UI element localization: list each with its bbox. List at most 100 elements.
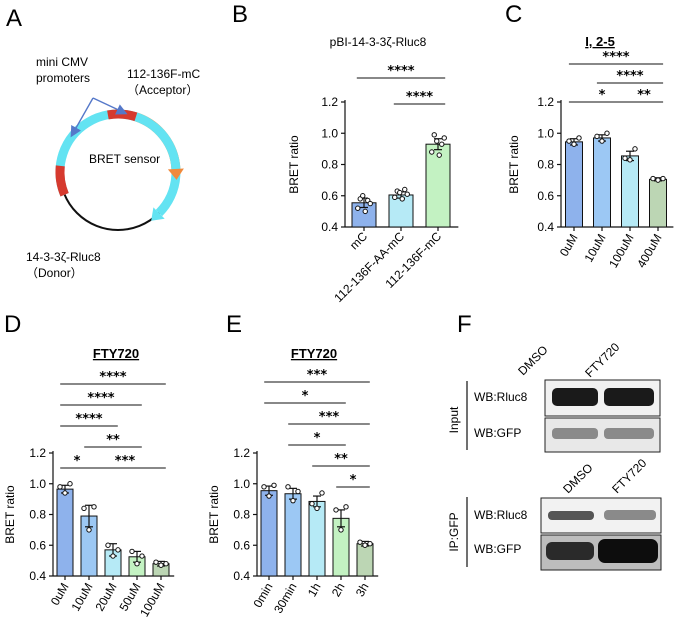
promoter-label-line1: mini CMV bbox=[36, 55, 88, 69]
data-point bbox=[355, 205, 361, 211]
data-point bbox=[360, 193, 366, 199]
data-point bbox=[115, 547, 121, 553]
data-point bbox=[392, 194, 398, 201]
y-tick-label: 0.8 bbox=[537, 158, 554, 172]
data-point bbox=[362, 542, 368, 548]
acceptor-arrowhead bbox=[167, 168, 184, 180]
panel-letter-c: C bbox=[505, 1, 522, 28]
data-point bbox=[604, 130, 610, 136]
significance-label: **** bbox=[387, 64, 414, 79]
chart-title-e: FTY720 bbox=[291, 346, 337, 361]
band-ip-rluc8-dmso bbox=[548, 511, 594, 520]
data-point bbox=[81, 505, 87, 512]
x-tick-label: 0min bbox=[250, 581, 275, 611]
data-point bbox=[134, 561, 140, 567]
data-point bbox=[655, 177, 661, 183]
data-point bbox=[290, 497, 296, 504]
data-point bbox=[599, 138, 605, 144]
significance-label: **** bbox=[99, 370, 126, 385]
data-point bbox=[67, 481, 73, 487]
promoter-1 bbox=[107, 109, 138, 122]
data-point bbox=[314, 505, 320, 512]
data-point bbox=[338, 527, 344, 533]
data-point bbox=[397, 189, 403, 196]
y-tick-label: 0.6 bbox=[29, 538, 46, 552]
lane-label-fty720-top: FTY720 bbox=[582, 340, 622, 380]
y-tick-label: 1.2 bbox=[233, 446, 250, 460]
ip-row-gfp: WB:GFP bbox=[474, 542, 521, 556]
significance-label: **** bbox=[87, 391, 114, 406]
plasmid-diagram: mini CMV promoters 112-136F-mC （Acceptor… bbox=[26, 55, 200, 280]
data-point bbox=[441, 135, 447, 141]
donor-label-line1: 14-3-3ζ-Rluc8 bbox=[26, 250, 101, 264]
data-point bbox=[399, 196, 405, 202]
input-group-label: Input bbox=[447, 406, 461, 433]
data-point bbox=[105, 542, 111, 548]
significance-label: *** bbox=[319, 410, 340, 425]
bar-0uM bbox=[56, 488, 74, 577]
bar-100uM bbox=[621, 155, 639, 228]
bar-0uM bbox=[565, 141, 583, 228]
chart-title-b: pBI-14-3-3ζ-Rluc8 bbox=[330, 35, 427, 49]
data-point bbox=[271, 482, 277, 488]
data-point bbox=[439, 141, 445, 147]
chart-b: pBI-14-3-3ζ-Rluc8 0.4 0.6 0.8 1.0 1.2 BRET rat… bbox=[287, 35, 459, 305]
promoter-pointer-2 bbox=[70, 97, 94, 138]
y-axis-label: BRET ratio bbox=[507, 135, 521, 194]
y-tick-label: 1.2 bbox=[537, 95, 554, 109]
data-point bbox=[319, 490, 325, 496]
data-point bbox=[402, 186, 408, 193]
significance-label: * bbox=[314, 431, 321, 446]
bar-0min bbox=[260, 490, 278, 577]
bar-30min bbox=[284, 493, 302, 577]
data-point bbox=[434, 138, 440, 144]
input-row-gfp: WB:GFP bbox=[474, 426, 521, 440]
data-point bbox=[357, 539, 363, 545]
data-point bbox=[367, 541, 373, 547]
panel-letter-a: A bbox=[6, 5, 22, 32]
data-point bbox=[86, 527, 92, 533]
y-tick-label: 0.4 bbox=[29, 569, 46, 583]
data-point bbox=[404, 191, 410, 197]
chart-d: FTY720 0.4 0.6 0.8 1.0 1.2 BRET ratio 0uM10uM20… bbox=[3, 346, 175, 620]
x-tick-label: mC bbox=[347, 229, 370, 252]
x-tick-label: 100uM bbox=[137, 581, 167, 620]
chart-title-d: FTY720 bbox=[93, 346, 139, 361]
bar-10uM bbox=[593, 137, 611, 228]
data-point bbox=[62, 490, 68, 496]
y-tick-label: 1.0 bbox=[537, 126, 554, 140]
significance-label: **** bbox=[602, 50, 629, 65]
data-point bbox=[632, 146, 638, 152]
input-row-rluc8: WB:Rluc8 bbox=[474, 390, 528, 404]
y-tick-label: 1.0 bbox=[29, 477, 46, 491]
significance-label: **** bbox=[406, 90, 433, 105]
band-input-rluc8-fty bbox=[604, 388, 654, 406]
x-tick-label: 20uM bbox=[92, 581, 119, 614]
y-tick-label: 1.0 bbox=[233, 477, 250, 491]
y-tick-label: 0.4 bbox=[321, 220, 338, 234]
data-point bbox=[343, 504, 349, 510]
significance-label: *** bbox=[307, 368, 328, 383]
data-point bbox=[153, 559, 159, 565]
acceptor-label-line1: 112-136F-mC bbox=[127, 67, 200, 81]
data-point bbox=[362, 208, 368, 215]
data-point bbox=[436, 152, 442, 158]
x-tick-label: 10uM bbox=[581, 232, 608, 265]
panel-letter-f: F bbox=[457, 311, 472, 338]
panel-letter-b: B bbox=[232, 1, 248, 28]
bar-3h bbox=[356, 543, 374, 577]
data-point bbox=[660, 175, 666, 182]
donor-label-line2: （Donor） bbox=[26, 266, 83, 280]
x-tick-label: 100uM bbox=[606, 232, 636, 271]
data-point bbox=[91, 504, 97, 510]
y-axis-label: BRET ratio bbox=[207, 485, 221, 544]
chart-c: I, 2-5 0.4 0.6 0.8 1.0 1.2 BRET ratio 0uM 10uM10… bbox=[507, 34, 674, 271]
western-blot-panel: DMSO FTY720 Input WB:Rluc8 WB:GFP DMSO F… bbox=[447, 340, 662, 571]
y-tick-label: 0.6 bbox=[321, 189, 338, 203]
data-point bbox=[110, 553, 116, 559]
data-point bbox=[163, 561, 169, 567]
lane-label-dmso-bottom: DMSO bbox=[560, 461, 595, 496]
band-ip-rluc8-fty bbox=[604, 510, 656, 520]
lane-label-dmso-top: DMSO bbox=[515, 343, 550, 378]
x-tick-label: 400uM bbox=[634, 232, 664, 271]
